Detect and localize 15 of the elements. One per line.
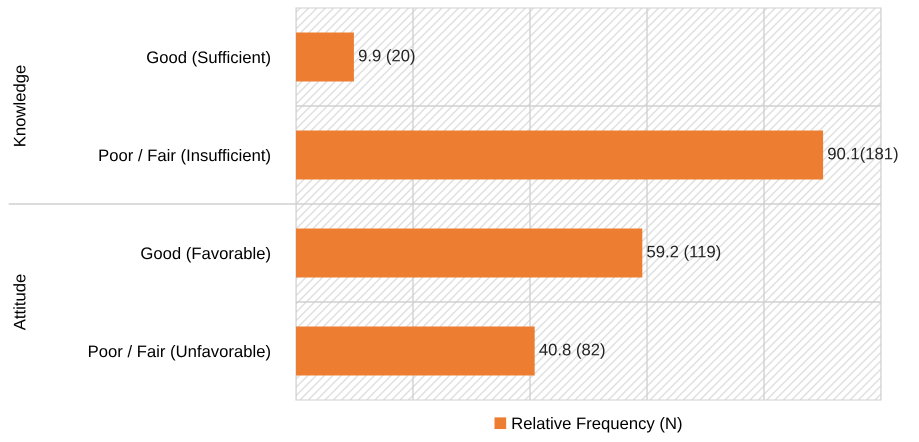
- y-tick-label: Good (Favorable): [141, 246, 270, 262]
- legend-label: Relative Frequency (N): [512, 416, 682, 432]
- bar: [296, 228, 642, 278]
- data-label: 90.1(181): [828, 147, 898, 163]
- text: Knowledge: [13, 66, 29, 146]
- bar: [296, 130, 824, 180]
- data-label: 59.2 (119): [647, 245, 720, 261]
- text: Attitude: [13, 274, 26, 330]
- y-tick-label: Poor / Fair (Unfavorable): [88, 344, 270, 360]
- data-label: 9.9 (20): [358, 49, 414, 65]
- bar: [296, 32, 354, 82]
- data-label: 40.8 (82): [539, 343, 605, 359]
- y-tick-label: Poor / Fair (Insufficient): [99, 148, 270, 164]
- bar: [296, 326, 535, 376]
- y-tick-label: Good (Sufficient): [147, 50, 270, 66]
